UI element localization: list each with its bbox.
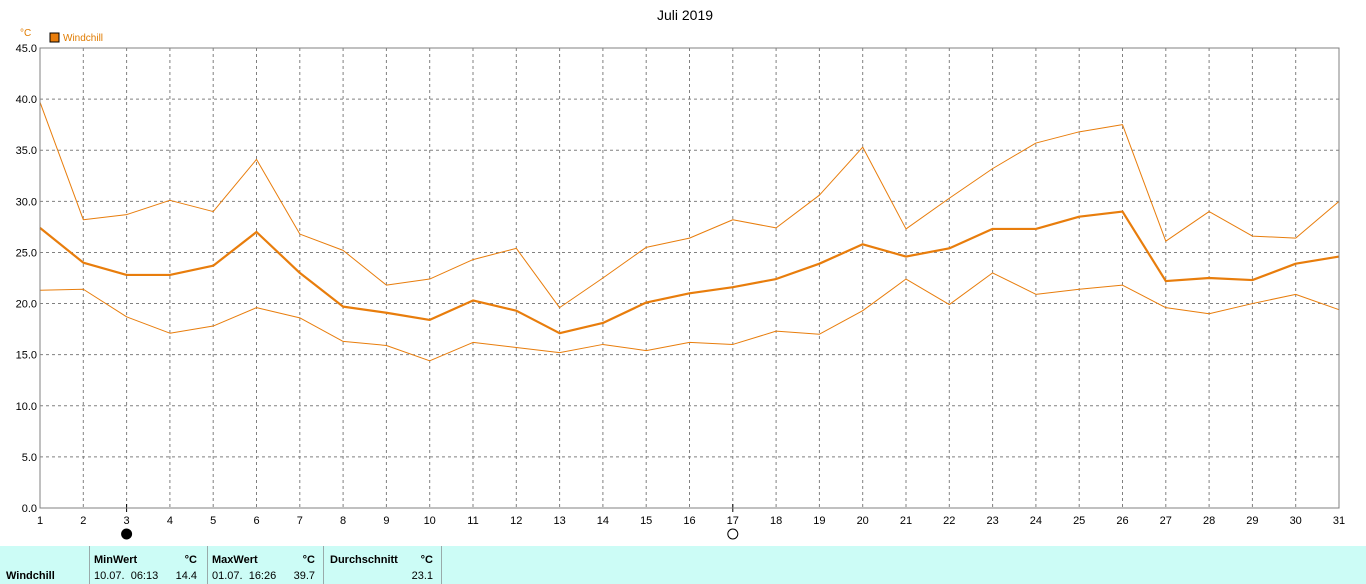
x-tick-label: 19 — [813, 515, 825, 527]
avg-value: 23.1 — [411, 570, 433, 582]
stats-avg-cell: Durchschnitt °C 23.1 — [324, 546, 442, 584]
x-tick-label: 2 — [80, 515, 86, 527]
plot-frame — [39, 47, 1340, 509]
full-moon-icon — [121, 528, 133, 540]
x-tick-label: 3 — [124, 515, 130, 527]
x-tick-label: 24 — [1030, 515, 1042, 527]
y-tick-label: 20.0 — [16, 299, 37, 311]
min-unit: °C — [184, 554, 197, 566]
y-tick-label: 5.0 — [22, 452, 37, 464]
stats-row-label: Windchill — [6, 570, 55, 582]
min-header: MinWert — [94, 554, 138, 566]
max-header: MaxWert — [212, 554, 258, 566]
x-tick-labels: 1 2 3 4 5 6 7 8 9 10 11 12 13 14 15 16 17 18 19 20 21 22 23 24 2… — [37, 515, 1345, 527]
grid — [40, 48, 1339, 508]
x-tick-label: 16 — [683, 515, 695, 527]
legend-label: Windchill — [63, 33, 103, 44]
min-value: 14.4 — [175, 570, 197, 582]
x-tick-label: 10 — [424, 515, 436, 527]
x-tick-label: 11 — [467, 515, 478, 527]
y-tick-label: 45.0 — [16, 43, 37, 55]
y-tick-label: 10.0 — [16, 401, 37, 413]
x-tick-label: 30 — [1290, 515, 1302, 527]
stats-min-cell: MinWert °C 10.07. 06:13 14.4 — [90, 546, 208, 584]
x-tick-label: 20 — [857, 515, 869, 527]
y-tick-label: 40.0 — [16, 94, 37, 106]
stats-label-cell: Windchill — [0, 546, 90, 584]
x-tick-label: 31 — [1333, 515, 1345, 527]
series-lines — [39, 102, 1340, 362]
max-datetime: 01.07. 16:26 — [212, 570, 277, 582]
y-tick-label: 15.0 — [16, 350, 37, 362]
x-tick-label: 13 — [553, 515, 565, 527]
y-tick-label: 0.0 — [22, 503, 37, 515]
legend-swatch — [49, 32, 60, 43]
max-unit: °C — [302, 554, 315, 566]
series-line-min — [39, 272, 1340, 362]
x-tick-label: 28 — [1203, 515, 1215, 527]
series-line-mean — [39, 210, 1340, 335]
x-tick-label: 26 — [1116, 515, 1128, 527]
x-tick-label: 17 — [727, 515, 739, 527]
y-tick-labels: 0.0 5.0 10.0 15.0 20.0 25.0 30.0 35.0 40.0 45.0 — [16, 43, 37, 515]
y-tick-label: 35.0 — [16, 145, 37, 157]
x-tick-label: 25 — [1073, 515, 1085, 527]
max-value: 39.7 — [293, 570, 315, 582]
chart-title: Juli 2019 — [657, 7, 713, 23]
y-axis-unit: °C — [20, 28, 31, 39]
y-tick-label: 25.0 — [16, 247, 37, 259]
x-tick-label: 1 — [37, 515, 43, 527]
x-tick-label: 12 — [510, 515, 522, 527]
windchill-chart: Juli 2019 °C Windchill 0.05.010.015.020.… — [16, 7, 1345, 540]
x-tick-label: 6 — [253, 515, 259, 527]
x-tick-label: 15 — [640, 515, 652, 527]
x-tick-label: 23 — [986, 515, 998, 527]
x-tick-label: 14 — [597, 515, 609, 527]
avg-unit: °C — [420, 554, 433, 566]
stats-bar: Windchill MinWert °C 10.07. 06:13 14.4 M… — [0, 546, 1366, 584]
x-tick-label: 22 — [943, 515, 955, 527]
legend: Windchill — [49, 32, 103, 44]
stats-max-cell: MaxWert °C 01.07. 16:26 39.7 — [208, 546, 324, 584]
y-tick-label: 30.0 — [16, 196, 37, 208]
new-moon-icon — [727, 528, 739, 540]
x-tick-label: 9 — [383, 515, 389, 527]
avg-header: Durchschnitt — [330, 554, 398, 566]
x-tick-label: 4 — [167, 515, 173, 527]
x-tick-label: 29 — [1246, 515, 1258, 527]
x-tick-label: 18 — [770, 515, 782, 527]
series-line-max — [39, 102, 1340, 309]
x-tick-label: 5 — [210, 515, 216, 527]
x-tick-label: 21 — [900, 515, 912, 527]
x-tick-label: 27 — [1160, 515, 1172, 527]
x-tick-label: 7 — [297, 515, 303, 527]
moon-markers — [121, 504, 739, 540]
min-datetime: 10.07. 06:13 — [94, 570, 159, 582]
x-tick-label: 8 — [340, 515, 346, 527]
